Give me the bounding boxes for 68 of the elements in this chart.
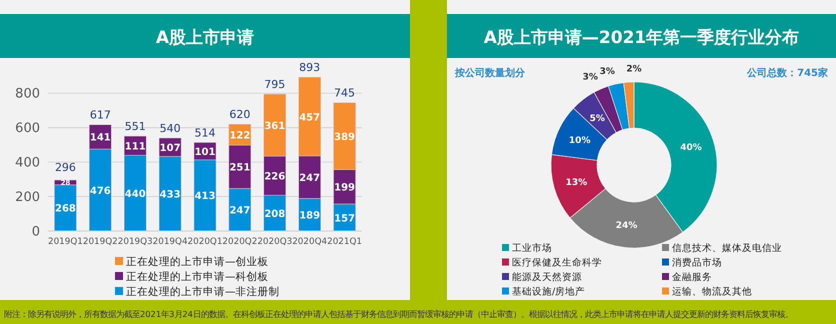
- chart-subtitle: 按公司数量划分: [454, 67, 526, 79]
- y-tick-label: 400: [15, 156, 40, 171]
- data-label: 361: [264, 120, 286, 132]
- data-label: 389: [334, 132, 356, 143]
- y-tick-label: 800: [15, 86, 40, 102]
- legend-label: 信息技术、媒体及电信业: [672, 242, 782, 254]
- x-tick-label: 2020Q1: [188, 237, 222, 247]
- data-label: 3%: [582, 72, 598, 82]
- data-label: 208: [264, 208, 286, 220]
- data-label: 189: [299, 210, 320, 222]
- y-tick-label: 200: [15, 190, 40, 206]
- legend-label: 消费品市场: [672, 256, 722, 268]
- total-label: 551: [124, 120, 146, 134]
- data-label: 10%: [568, 136, 590, 146]
- data-label: 40%: [680, 142, 702, 153]
- y-tick-label: 600: [15, 121, 40, 136]
- data-label: 457: [299, 112, 320, 124]
- x-tick-label: 2020Q3: [257, 237, 292, 247]
- legend-label: 工业市场: [512, 242, 552, 254]
- total-label: 617: [90, 108, 111, 122]
- x-tick-label: 2019Q4: [152, 237, 188, 247]
- data-label: 199: [334, 182, 356, 194]
- x-tick-label: 2021Q1: [327, 237, 362, 247]
- data-label: 251: [229, 162, 250, 174]
- legend-label: 金融服务: [672, 271, 712, 283]
- data-label: 141: [90, 132, 111, 144]
- total-label: 893: [299, 61, 320, 74]
- legend-label: 正在处理的上市申请—非注册制: [126, 285, 280, 298]
- legend-label: 正在处理的上市申请—创业板: [126, 255, 268, 268]
- data-label: 2%: [626, 64, 642, 75]
- x-tick-label: 2019Q3: [118, 237, 153, 247]
- legend-label: 正在处理的上市申请—科创板: [126, 270, 268, 283]
- data-label: 440: [124, 188, 146, 200]
- total-label: 540: [160, 122, 181, 135]
- data-label: 24%: [616, 221, 638, 232]
- legend-label: 能源及天然资源: [512, 271, 582, 283]
- total-label: 620: [229, 108, 250, 122]
- x-tick-label: 2019Q2: [82, 237, 118, 247]
- y-tick-label: 0: [32, 224, 40, 240]
- x-tick-label: 2020Q4: [292, 237, 328, 247]
- data-label: 3%: [600, 66, 615, 77]
- data-label: 122: [229, 130, 250, 142]
- chart-title: A股上市申请—2021年第一季度行业分布: [484, 28, 800, 48]
- chart-title: A股上市申请: [156, 28, 254, 48]
- data-label: 157: [334, 213, 356, 224]
- data-label: 13%: [566, 178, 588, 188]
- data-label: 476: [90, 186, 111, 197]
- data-label: 268: [55, 204, 76, 215]
- data-label: 107: [160, 143, 181, 154]
- data-label: 226: [264, 172, 286, 183]
- data-label: 5%: [590, 114, 605, 124]
- data-label: 433: [160, 190, 181, 201]
- legend-label: 医疗保健及生命科学: [512, 256, 602, 268]
- data-label: 111: [124, 141, 146, 152]
- total-label: 795: [264, 78, 286, 92]
- data-label: 247: [229, 206, 250, 217]
- legend-label: 运输、物流及其他: [672, 286, 752, 298]
- text: 公司总数：745家: [746, 67, 828, 79]
- text: 附注：除另有说明外，所有数据为截至2021年3月24日的数据。在科创板正在处理的申请人包括基于财务信息到期而暂缓审核的申请（中止审查）。根据以往情况，此类上市申请将在申请人提交更新的财务资料后恢复审核。: [4, 309, 793, 319]
- data-label: 101: [194, 146, 216, 158]
- total-label: 296: [54, 161, 76, 174]
- data-label: 247: [299, 172, 320, 184]
- total-label: 514: [194, 126, 216, 140]
- total-label: 745: [334, 86, 356, 100]
- x-tick-label: 2019Q1: [48, 237, 83, 247]
- x-tick-label: 2020Q2: [222, 237, 258, 247]
- legend-label: 基础设施/房地产: [512, 286, 586, 298]
- data-label: 413: [194, 191, 216, 202]
